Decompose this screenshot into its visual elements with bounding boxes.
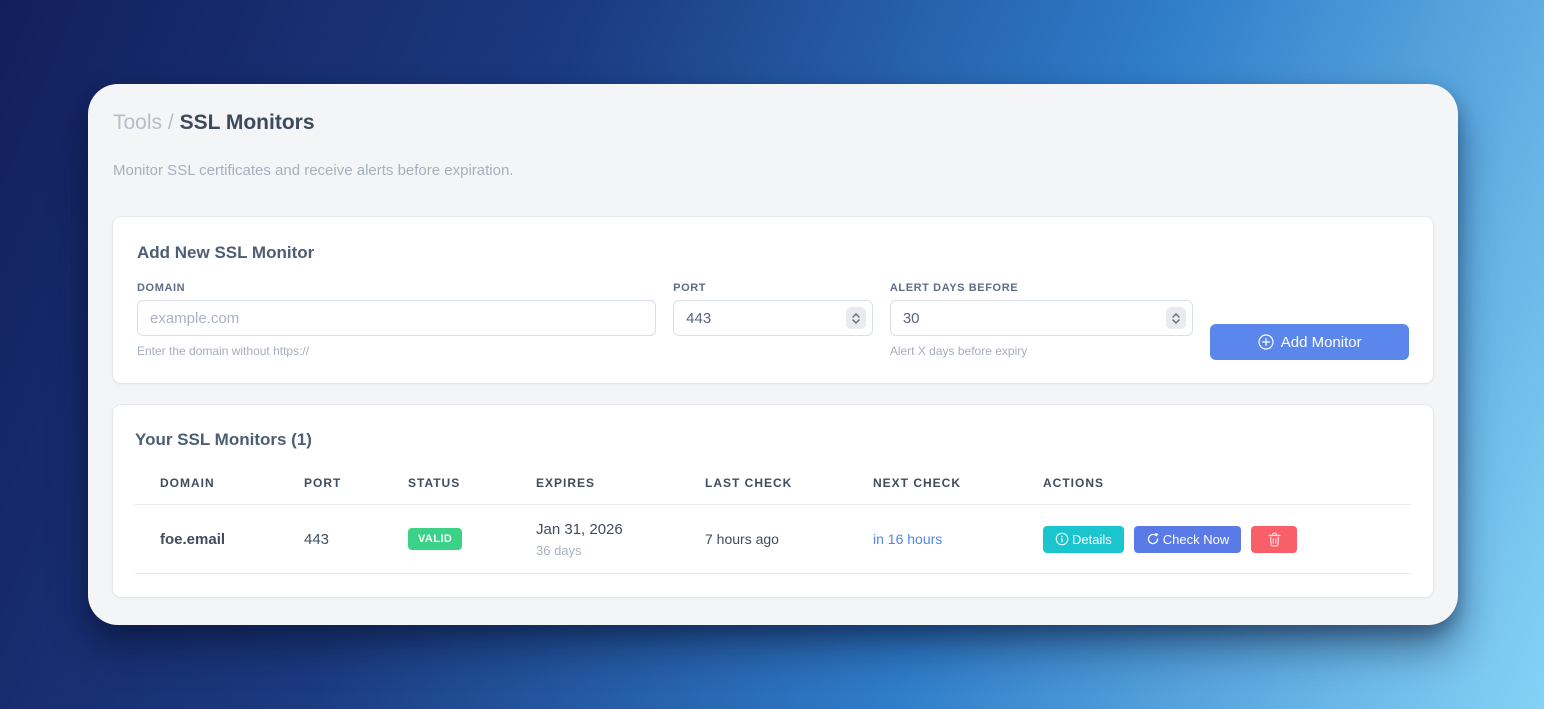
alert-days-stepper[interactable] [1166, 307, 1187, 329]
add-monitor-button[interactable]: Add Monitor [1210, 324, 1409, 360]
col-header-last-check: LAST CHECK [705, 476, 793, 490]
expires-days-remaining: 36 days [536, 542, 582, 558]
cell-expires: Jan 31, 2026 36 days [536, 521, 705, 558]
port-label: PORT [673, 282, 707, 294]
alert-days-help-text: Alert X days before expiry [889, 344, 1028, 358]
table-row: foe.email 443 VALID Jan 31, 2026 36 days… [135, 505, 1411, 574]
trash-icon [1268, 532, 1281, 547]
chevron-down-icon [1172, 318, 1180, 324]
details-button-label: Details [1072, 531, 1112, 547]
chevron-down-icon [852, 318, 860, 324]
col-header-next-check: NEXT CHECK [873, 476, 962, 490]
chevron-up-icon [1172, 312, 1180, 318]
domain-help-text: Enter the domain without https:// [137, 344, 310, 358]
cell-port: 443 [304, 530, 330, 548]
breadcrumb-separator: / [167, 111, 174, 134]
domain-label: DOMAIN [137, 282, 186, 294]
domain-field-group: DOMAIN Enter the domain without https:// [137, 282, 657, 358]
col-header-domain: DOMAIN [160, 476, 215, 490]
expires-date: Jan 31, 2026 [536, 520, 623, 538]
page-subtitle: Monitor SSL certificates and receive ale… [113, 162, 514, 179]
col-header-expires: EXPIRES [536, 476, 596, 490]
add-monitor-form: DOMAIN Enter the domain without https://… [137, 282, 1409, 360]
monitors-table: DOMAIN PORT STATUS EXPIRES LAST CHECK NE… [135, 476, 1411, 574]
add-monitor-title: Add New SSL Monitor [137, 243, 315, 262]
col-header-status: STATUS [408, 476, 461, 490]
info-circle-icon [1055, 532, 1069, 546]
delete-button[interactable] [1251, 525, 1298, 553]
add-monitor-button-label: Add Monitor [1280, 333, 1362, 351]
refresh-icon [1146, 532, 1160, 546]
add-monitor-panel: Add New SSL Monitor DOMAIN Enter the dom… [113, 217, 1433, 383]
check-now-button-label: Check Now [1162, 531, 1230, 547]
alert-days-field-group: ALERT DAYS BEFORE Alert X days before ex… [889, 282, 1194, 358]
breadcrumb: Tools / SSL Monitors [113, 110, 1433, 136]
port-stepper[interactable] [845, 307, 866, 329]
port-field-group: PORT [673, 282, 873, 336]
col-header-actions: ACTIONS [1043, 476, 1104, 490]
monitors-title: Your SSL Monitors (1) [135, 430, 312, 449]
table-header-row: DOMAIN PORT STATUS EXPIRES LAST CHECK NE… [135, 476, 1411, 505]
plus-circle-icon [1258, 334, 1274, 350]
status-badge: VALID [408, 528, 463, 550]
check-now-button[interactable]: Check Now [1133, 525, 1242, 553]
page-title: SSL Monitors [179, 111, 315, 134]
details-button[interactable]: Details [1043, 525, 1124, 553]
monitors-panel: Your SSL Monitors (1) DOMAIN PORT STATUS… [113, 405, 1433, 597]
port-input[interactable] [673, 300, 873, 336]
cell-domain: foe.email [160, 530, 226, 548]
col-header-port: PORT [304, 476, 342, 490]
ssl-monitors-page: Tools / SSL Monitors Monitor SSL certifi… [88, 84, 1458, 625]
cell-actions: Details Check Now [1043, 525, 1411, 553]
alert-days-input[interactable] [889, 300, 1194, 336]
chevron-up-icon [852, 312, 860, 318]
cell-next-check: in 16 hours [873, 531, 943, 547]
cell-last-check: 7 hours ago [705, 531, 779, 547]
cell-status: VALID [408, 528, 536, 550]
breadcrumb-tools-link[interactable]: Tools [113, 111, 163, 134]
alert-days-label: ALERT DAYS BEFORE [889, 282, 1019, 294]
domain-input[interactable] [137, 300, 657, 336]
